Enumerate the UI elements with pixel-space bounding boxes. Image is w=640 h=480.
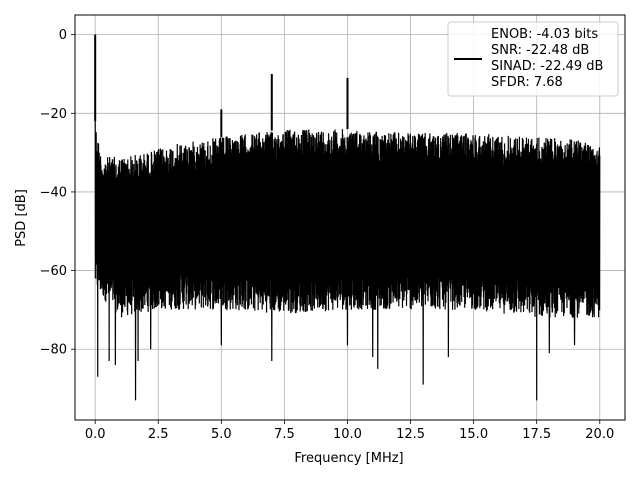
y-axis-label: PSD [dB] [14, 189, 29, 247]
legend-entry-line: ENOB: -4.03 bits [491, 27, 598, 42]
legend-entry-line: SFDR: 7.68 [491, 75, 563, 90]
x-tick-label: 2.5 [148, 427, 169, 442]
legend: ENOB: -4.03 bits SNR: -22.48 dB SINAD: -22… [447, 21, 619, 97]
x-tick-label: 7.5 [274, 427, 295, 442]
y-tick-label: −20 [40, 107, 67, 122]
x-tick-label: 17.5 [522, 427, 551, 442]
plot-frame [74, 14, 626, 421]
series-group [94, 34, 601, 401]
psd-series-line [94, 34, 601, 401]
axes [74, 14, 626, 421]
x-tick-label: 5.0 [211, 427, 232, 442]
y-tick-label: −40 [40, 185, 67, 200]
legend-box [447, 21, 619, 97]
y-tick-label: −60 [40, 264, 67, 279]
legend-entry: ENOB: -4.03 bits SNR: -22.48 dB SINAD: -22… [491, 27, 603, 90]
y-tick-label: 0 [59, 28, 67, 43]
x-tick-label: 10.0 [333, 427, 362, 442]
x-tick-label: 0.0 [85, 427, 106, 442]
tick-marks: 0.0 2.5 5.0 7.5 10.0 12.5 15.0 17.5 20.0 0 −20 −40 −… [40, 28, 615, 442]
legend-entry-line: SNR: -22.48 dB [491, 43, 589, 58]
x-tick-label: 12.5 [396, 427, 425, 442]
x-tick-label: 20.0 [585, 427, 614, 442]
x-tick-label: 15.0 [459, 427, 488, 442]
legend-entry-line: SINAD: -22.49 dB [491, 59, 603, 74]
x-axis-label: Frequency [MHz] [294, 451, 403, 466]
y-tick-label: −80 [40, 343, 67, 358]
